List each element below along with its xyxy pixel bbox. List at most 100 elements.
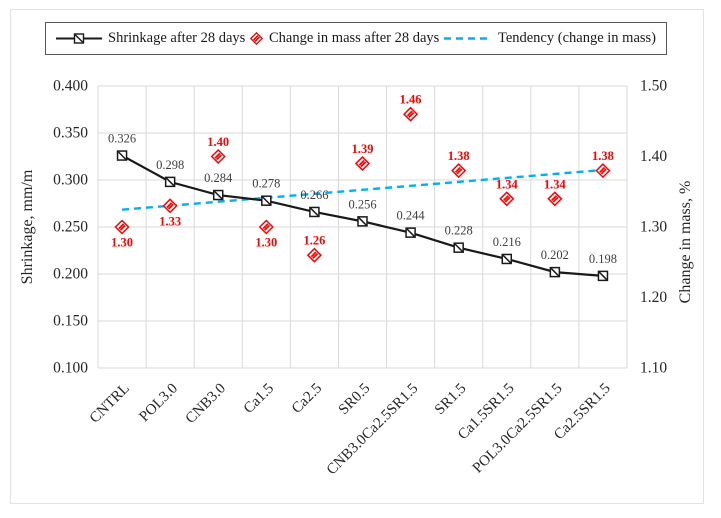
x-category-label: POL3.0: [136, 381, 181, 426]
shrinkage-data-label: 0.298: [156, 158, 184, 172]
mass-data-label: 1.34: [496, 177, 519, 191]
mass-marker-diamond: [451, 163, 467, 179]
mass-marker-stripe: [214, 152, 221, 159]
mass-marker-stripe: [264, 224, 271, 231]
mass-marker-diamond: [162, 198, 178, 214]
x-category-label: SR0.5: [336, 381, 374, 419]
x-category-label: POL3.0Ca2.5SR1.5: [470, 381, 566, 477]
mass-marker-stripe: [406, 110, 413, 117]
mass-marker-stripe: [454, 166, 461, 173]
x-category-label: CNB3.0: [183, 381, 229, 427]
mass-data-label: 1.30: [111, 236, 133, 250]
left-axis-tick-label: 0.100: [53, 360, 88, 377]
mass-marker-stripe: [166, 202, 173, 209]
legend-item-change-in-mass: Change in mass after 28 days: [249, 30, 440, 47]
mass-marker-diamond: [403, 106, 419, 122]
x-category-label: Ca1.5: [241, 381, 277, 417]
right-axis-title: Change in mass, %: [677, 180, 694, 304]
legend-item-shrinkage: Shrinkage after 28 days: [56, 30, 245, 47]
x-category-label: SR1.5: [432, 381, 470, 419]
shrinkage-data-label: 0.216: [493, 235, 521, 249]
shrinkage-data-label: 0.198: [589, 252, 617, 266]
mass-marker-stripe: [358, 159, 365, 166]
legend: Shrinkage after 28 days Change in mass a…: [45, 22, 667, 55]
shrinkage-marker-slash: [502, 254, 512, 264]
shrinkage-data-label: 0.284: [204, 171, 233, 185]
mass-data-label: 1.33: [159, 214, 181, 228]
dashed-line-icon: [443, 37, 492, 40]
mass-marker-diamond: [210, 148, 226, 165]
right-axis-tick-label: 1.10: [640, 360, 667, 377]
mass-marker-diamond: [354, 155, 371, 172]
mass-data-label: 1.40: [207, 135, 229, 149]
mass-marker-stripe: [504, 196, 511, 203]
mass-marker-stripe: [167, 203, 174, 210]
mass-marker-diamond: [114, 219, 130, 235]
left-axis-tick-label: 0.350: [53, 125, 88, 142]
mass-marker-stripe: [599, 166, 606, 173]
diamond-marker-icon: [249, 32, 263, 45]
tendency-trendline: [121, 168, 604, 211]
shrinkage-data-label: 0.278: [252, 177, 280, 191]
shrinkage-marker-slash: [165, 177, 175, 187]
mass-marker-stripe: [262, 223, 269, 230]
mass-marker-diamond: [258, 219, 274, 235]
mass-marker-stripe: [552, 196, 559, 203]
right-axis-tick-label: 1.50: [640, 78, 667, 95]
left-axis-tick-label: 0.300: [53, 172, 88, 189]
legend-item-tendency: Tendency (change in mass): [443, 30, 656, 47]
mass-marker-stripe: [360, 161, 367, 168]
mass-data-label: 1.26: [303, 234, 325, 248]
shrinkage-marker-slash: [310, 207, 319, 217]
left-axis-tick-label: 0.400: [53, 78, 88, 95]
shrinkage-data-label: 0.228: [445, 224, 473, 238]
mass-marker-stripe: [503, 195, 510, 202]
mass-marker-stripe: [119, 224, 126, 231]
mass-marker-stripe: [600, 168, 607, 175]
legend-label: Change in mass after 28 days: [268, 30, 440, 46]
mass-data-label: 1.39: [352, 142, 374, 156]
shrinkage-marker-slash: [117, 151, 127, 160]
mass-marker-diamond: [547, 191, 563, 207]
shrinkage-marker-slash: [261, 196, 271, 206]
right-axis-tick-label: 1.40: [640, 148, 667, 165]
shrinkage-data-label: 0.202: [541, 248, 569, 262]
shrinkage-data-label: 0.256: [348, 197, 376, 211]
shrinkage-data-label: 0.266: [300, 188, 328, 202]
mass-data-label: 1.34: [544, 177, 567, 191]
mass-marker-diamond: [595, 163, 611, 179]
mass-marker-stripe: [118, 223, 125, 230]
line-square-marker-icon: [56, 33, 102, 44]
mass-marker-stripe: [312, 252, 319, 259]
shrinkage-data-label: 0.244: [397, 209, 426, 223]
left-axis-tick-label: 0.200: [53, 266, 88, 283]
mass-marker-stripe: [551, 195, 558, 202]
shrinkage-marker-slash: [358, 217, 367, 226]
mass-data-label: 1.46: [400, 93, 422, 107]
shrinkage-marker-slash: [598, 271, 608, 281]
mass-marker-stripe: [456, 168, 463, 175]
shrinkage-marker-slash: [454, 243, 464, 253]
legend-label: Shrinkage after 28 days: [108, 30, 246, 46]
mass-marker-diamond: [499, 191, 515, 207]
left-axis-tick-label: 0.150: [53, 313, 88, 330]
left-axis-title: Shrinkage, mm/m: [19, 169, 36, 285]
x-category-label: Ca2.5: [289, 381, 325, 417]
shrinkage-marker-slash: [213, 190, 223, 200]
x-category-label: CNTRL: [87, 381, 133, 427]
x-category-label: CNB3.0Ca2.5SR1.5: [324, 381, 422, 479]
shrinkage-marker-slash: [406, 228, 415, 237]
shrinkage-marker-slash: [550, 267, 560, 277]
shrinkage-data-label: 0.326: [108, 132, 136, 146]
mass-data-label: 1.38: [592, 149, 614, 163]
left-axis-tick-label: 0.250: [53, 219, 88, 236]
mass-data-label: 1.38: [448, 149, 470, 163]
right-axis-tick-label: 1.30: [640, 219, 667, 236]
mass-marker-stripe: [408, 111, 415, 118]
legend-label: Tendency (change in mass): [497, 30, 656, 46]
mass-marker-stripe: [310, 251, 317, 258]
mass-data-label: 1.30: [255, 236, 277, 250]
right-axis-tick-label: 1.20: [640, 289, 667, 306]
